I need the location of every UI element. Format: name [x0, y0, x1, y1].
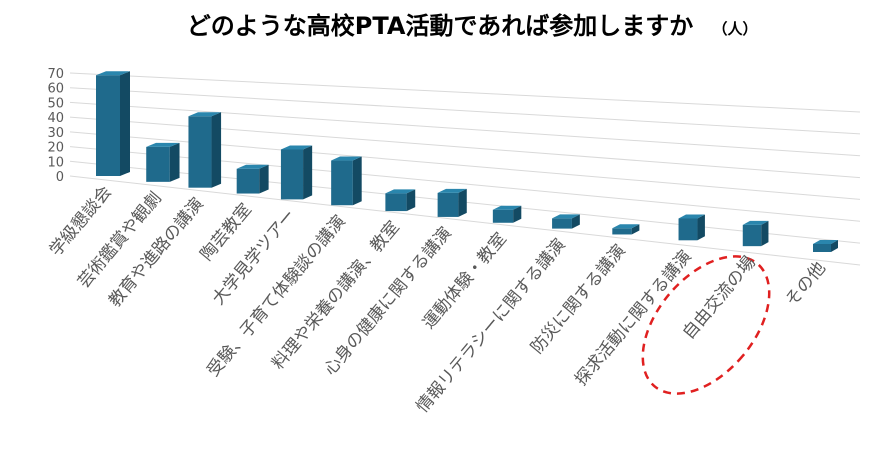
y-tick-label: 70	[47, 67, 64, 82]
bar-face	[552, 218, 572, 229]
bar-face	[385, 189, 416, 194]
bar-face	[492, 209, 514, 223]
y-tick-label: 10	[47, 155, 64, 170]
highlight-ellipse	[641, 255, 771, 395]
bar-face	[146, 146, 170, 182]
bar	[612, 224, 640, 235]
bar	[492, 205, 522, 223]
bar-face	[385, 193, 407, 212]
chart-title: どのような高校PTA活動であれば参加しますか	[187, 12, 693, 40]
bar	[188, 112, 222, 188]
bar-face	[831, 239, 838, 252]
bar-face	[552, 214, 580, 219]
bar-face	[571, 214, 580, 229]
bar-face	[303, 145, 313, 200]
grid-line	[69, 175, 861, 266]
bar-face	[697, 214, 705, 241]
x-tick-label: 探求活動に関する講演	[571, 247, 696, 390]
bar-face	[513, 205, 522, 223]
grid-line	[69, 87, 861, 135]
bar	[96, 71, 130, 176]
bar-face	[458, 188, 467, 217]
y-tick-label: 20	[47, 141, 64, 156]
bar-face	[280, 149, 304, 200]
bar-face	[96, 71, 130, 76]
bar-face	[120, 71, 130, 176]
bar	[813, 239, 838, 252]
x-tick-label: その他	[782, 258, 830, 310]
y-tick-label: 60	[47, 82, 64, 97]
bar-face	[437, 188, 467, 193]
bar-face	[742, 220, 769, 225]
y-tick-label: 40	[47, 111, 64, 126]
bar-face	[352, 156, 362, 206]
bar-face	[612, 228, 632, 235]
bar-face	[331, 160, 353, 206]
unit-label: （人）	[712, 20, 757, 38]
bar-face	[678, 214, 705, 219]
bar	[385, 189, 416, 212]
y-tick-label: 0	[56, 170, 64, 185]
bar-face	[437, 192, 459, 217]
bar-face	[331, 156, 362, 161]
bar	[552, 214, 580, 229]
bar-face	[813, 243, 831, 252]
x-tick-label: 自由交流の場	[679, 253, 760, 344]
bar	[437, 188, 467, 217]
bar-face	[742, 224, 762, 247]
bar-face	[236, 168, 260, 194]
bar	[742, 220, 769, 247]
bar	[236, 164, 269, 194]
bar-face	[188, 116, 212, 188]
bar	[331, 156, 362, 206]
y-tick-label: 50	[47, 96, 64, 111]
bar-face	[406, 189, 416, 212]
bar-face	[761, 220, 769, 247]
bar-face	[492, 205, 522, 210]
bar-face	[612, 224, 640, 229]
bar-face	[813, 239, 838, 244]
grid-line	[69, 72, 861, 113]
bar-face	[169, 142, 180, 182]
bar-face	[678, 218, 698, 241]
bar	[280, 145, 313, 200]
bar-face	[236, 164, 269, 169]
grid-line	[69, 101, 861, 157]
bar	[678, 214, 705, 241]
bar-face	[96, 75, 120, 176]
bar	[146, 142, 180, 182]
bar-face	[631, 224, 640, 235]
bar-face	[280, 145, 313, 150]
bar-face	[146, 142, 180, 147]
bar-face	[211, 112, 222, 188]
bar-face	[188, 112, 222, 117]
bar-face	[259, 164, 269, 194]
y-tick-label: 30	[47, 126, 64, 141]
